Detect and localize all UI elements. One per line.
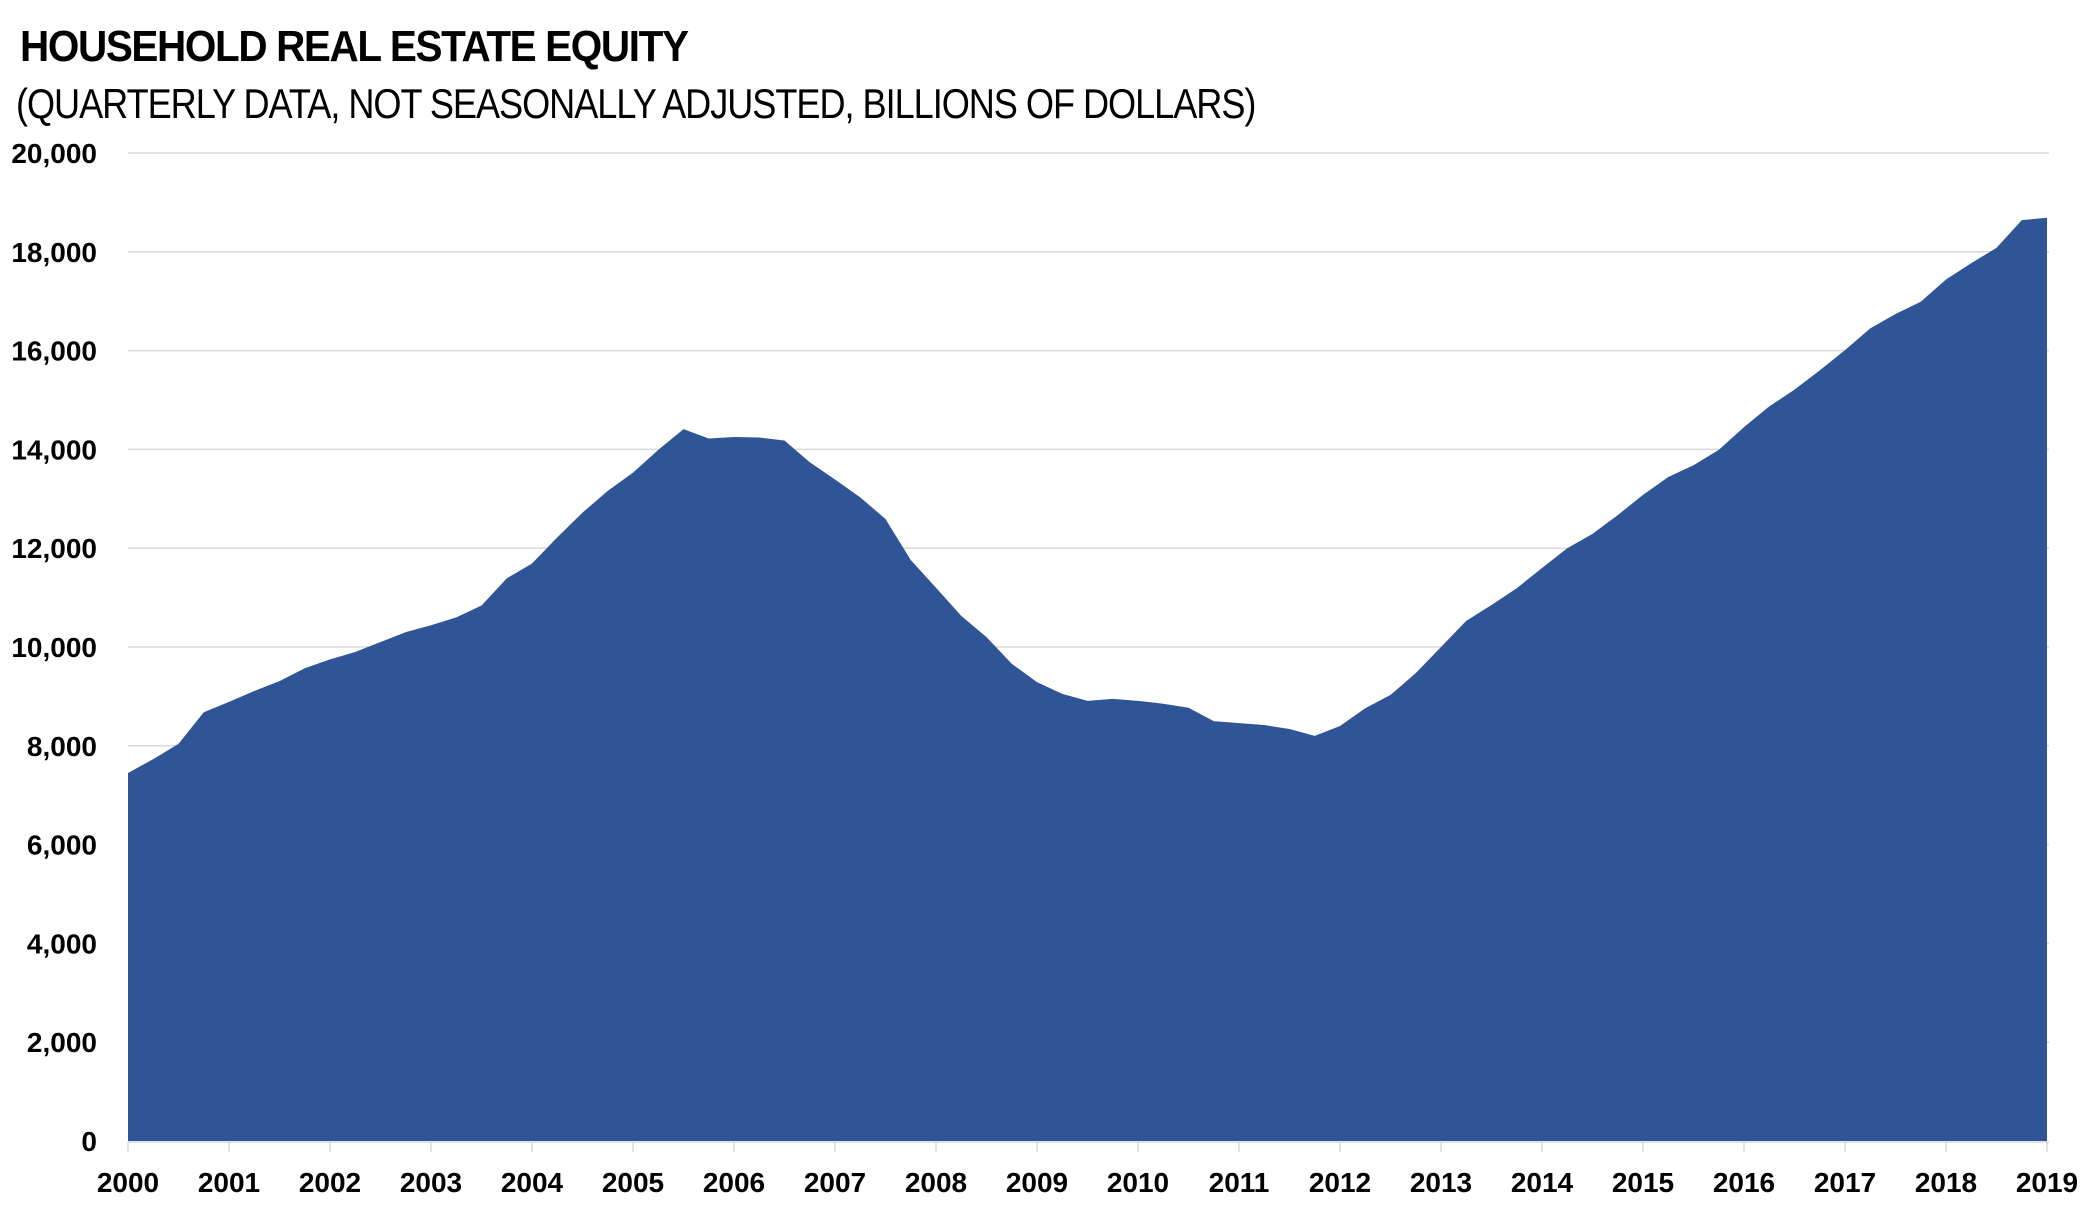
y-tick-label: 18,000 <box>11 237 97 268</box>
x-tick-label: 2012 <box>1309 1167 1371 1198</box>
x-tick-label: 2007 <box>804 1167 866 1198</box>
y-tick-label: 4,000 <box>27 928 97 959</box>
x-tick-label: 2006 <box>703 1167 765 1198</box>
x-tick-label: 2009 <box>1006 1167 1068 1198</box>
x-tick-label: 2015 <box>1612 1167 1674 1198</box>
y-tick-label: 10,000 <box>11 632 97 663</box>
y-tick-label: 2,000 <box>27 1027 97 1058</box>
x-tick-label: 2003 <box>400 1167 462 1198</box>
x-tick-label: 2001 <box>198 1167 260 1198</box>
x-tick-label: 2008 <box>905 1167 967 1198</box>
x-tick-label: 2016 <box>1713 1167 1775 1198</box>
x-tick-label: 2011 <box>1209 1167 1270 1198</box>
y-axis: 0 2,000 4,000 6,000 8,000 10,000 12,000 14,000 1… <box>11 138 97 1157</box>
chart-subtitle: (QUARTERLY DATA, NOT SEASONALLY ADJUSTED… <box>16 80 1256 127</box>
x-tick-label: 2010 <box>1107 1167 1169 1198</box>
area-series <box>128 217 2047 1141</box>
x-tick-label: 2002 <box>299 1167 361 1198</box>
x-tick-label: 2005 <box>602 1167 664 1198</box>
area-layer <box>128 217 2047 1141</box>
y-tick-label: 20,000 <box>11 138 97 169</box>
x-tick-label: 2000 <box>97 1167 159 1198</box>
chart-title: HOUSEHOLD REAL ESTATE EQUITY <box>20 22 689 71</box>
y-tick-label: 8,000 <box>27 731 97 762</box>
x-tick-label: 2004 <box>501 1167 564 1198</box>
x-tick-label: 2013 <box>1410 1167 1472 1198</box>
y-tick-label: 0 <box>81 1126 97 1157</box>
y-tick-label: 14,000 <box>11 434 97 465</box>
x-tick-label: 2018 <box>1915 1167 1977 1198</box>
x-tick-label: 2019 <box>2016 1167 2078 1198</box>
x-tick-label: 2017 <box>1814 1167 1876 1198</box>
y-tick-label: 6,000 <box>27 830 97 861</box>
x-tick-label: 2014 <box>1511 1167 1574 1198</box>
x-axis: 2000 2001 2002 2003 2004 2005 2006 2007 2008 2009… <box>97 1141 2078 1198</box>
y-tick-label: 16,000 <box>11 336 97 367</box>
y-tick-label: 12,000 <box>11 533 97 564</box>
